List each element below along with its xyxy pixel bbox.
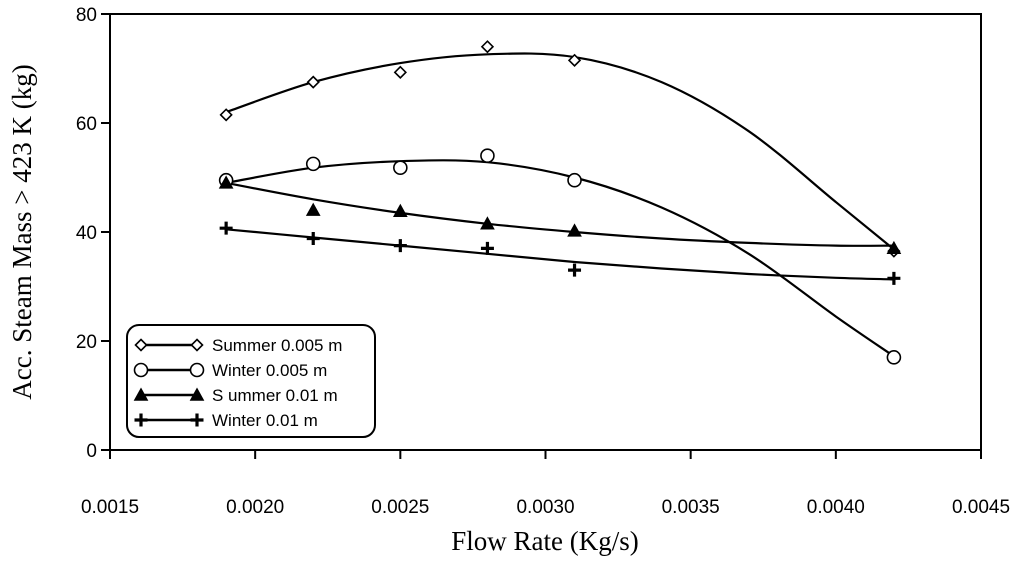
data-point-summer-005 <box>219 108 233 122</box>
data-point-summer-005 <box>393 65 407 79</box>
trend-lines <box>225 52 895 358</box>
data-point-winter-005 <box>480 148 495 163</box>
data-point-winter-001 <box>219 221 233 235</box>
data-point-winter-005 <box>886 350 902 365</box>
legend-marker-winter-005 <box>133 362 149 378</box>
x-tick-label: 0.0045 <box>952 497 1010 518</box>
data-point-winter-001 <box>887 271 901 285</box>
data-point-winter-001 <box>306 232 320 246</box>
y-tick-marks <box>101 13 110 451</box>
data-point-summer-001 <box>886 240 902 255</box>
y-tick-label: 40 <box>76 223 97 244</box>
y-tick-label: 20 <box>76 332 97 353</box>
trend-line-winter-001 <box>226 228 894 281</box>
legend-label-summer-005: Summer 0.005 m <box>212 336 342 355</box>
data-point-winter-005 <box>305 156 321 172</box>
data-markers <box>218 40 902 365</box>
trend-line-summer-005 <box>225 52 895 251</box>
x-tick-marks <box>109 450 982 459</box>
y-tick-label: 80 <box>76 5 97 26</box>
data-point-winter-005 <box>393 160 408 175</box>
legend-marker-summer-001 <box>189 387 205 401</box>
x-tick-labels: 0.0015 0.0020 0.0025 0.0030 0.0035 0.0040 0.00… <box>81 497 1010 518</box>
legend-items: Summer 0.005 m Winter 0.005 m S ummer 0.01… <box>133 336 342 430</box>
x-tick-label: 0.0020 <box>226 497 284 518</box>
x-tick-label: 0.0025 <box>371 497 429 518</box>
y-tick-label: 60 <box>76 114 97 135</box>
legend-marker-summer-005 <box>134 338 148 352</box>
legend-box <box>126 324 376 438</box>
legend-label-winter-005: Winter 0.005 m <box>212 361 327 380</box>
data-point-winter-005 <box>567 172 582 188</box>
y-axis-title: Acc. Steam Mass > 423 K (kg) <box>7 64 37 399</box>
x-axis-title: Flow Rate (Kg/s) <box>451 526 638 556</box>
data-point-winter-001 <box>393 239 407 253</box>
legend: Summer 0.005 m Winter 0.005 m S ummer 0.01… <box>126 324 376 438</box>
data-point-summer-005 <box>306 75 320 89</box>
y-tick-label: 0 <box>86 441 97 462</box>
x-tick-label: 0.0035 <box>662 497 720 518</box>
data-point-winter-001 <box>568 263 582 277</box>
x-tick-label: 0.0040 <box>807 497 865 518</box>
data-point-summer-001 <box>305 202 321 216</box>
x-tick-label: 0.0015 <box>81 497 139 518</box>
legend-marker-winter-005 <box>189 362 205 378</box>
legend-marker-winter-001 <box>134 413 148 427</box>
legend-label-summer-001: S ummer 0.01 m <box>212 386 338 405</box>
data-point-summer-001 <box>218 175 234 189</box>
data-point-summer-001 <box>567 223 582 237</box>
legend-marker-summer-001 <box>133 387 149 401</box>
data-point-summer-001 <box>480 216 495 230</box>
x-tick-label: 0.0030 <box>516 497 574 518</box>
legend-label-winter-001: Winter 0.01 m <box>212 411 318 430</box>
trend-line-summer-001 <box>225 181 894 247</box>
data-point-summer-001 <box>392 203 408 217</box>
data-point-summer-005 <box>480 40 495 54</box>
legend-marker-summer-005 <box>190 338 204 352</box>
y-tick-labels: 0 20 40 60 80 <box>76 5 97 462</box>
legend-marker-winter-001 <box>190 413 204 427</box>
data-point-summer-005 <box>567 53 582 67</box>
data-point-winter-001 <box>480 241 494 255</box>
